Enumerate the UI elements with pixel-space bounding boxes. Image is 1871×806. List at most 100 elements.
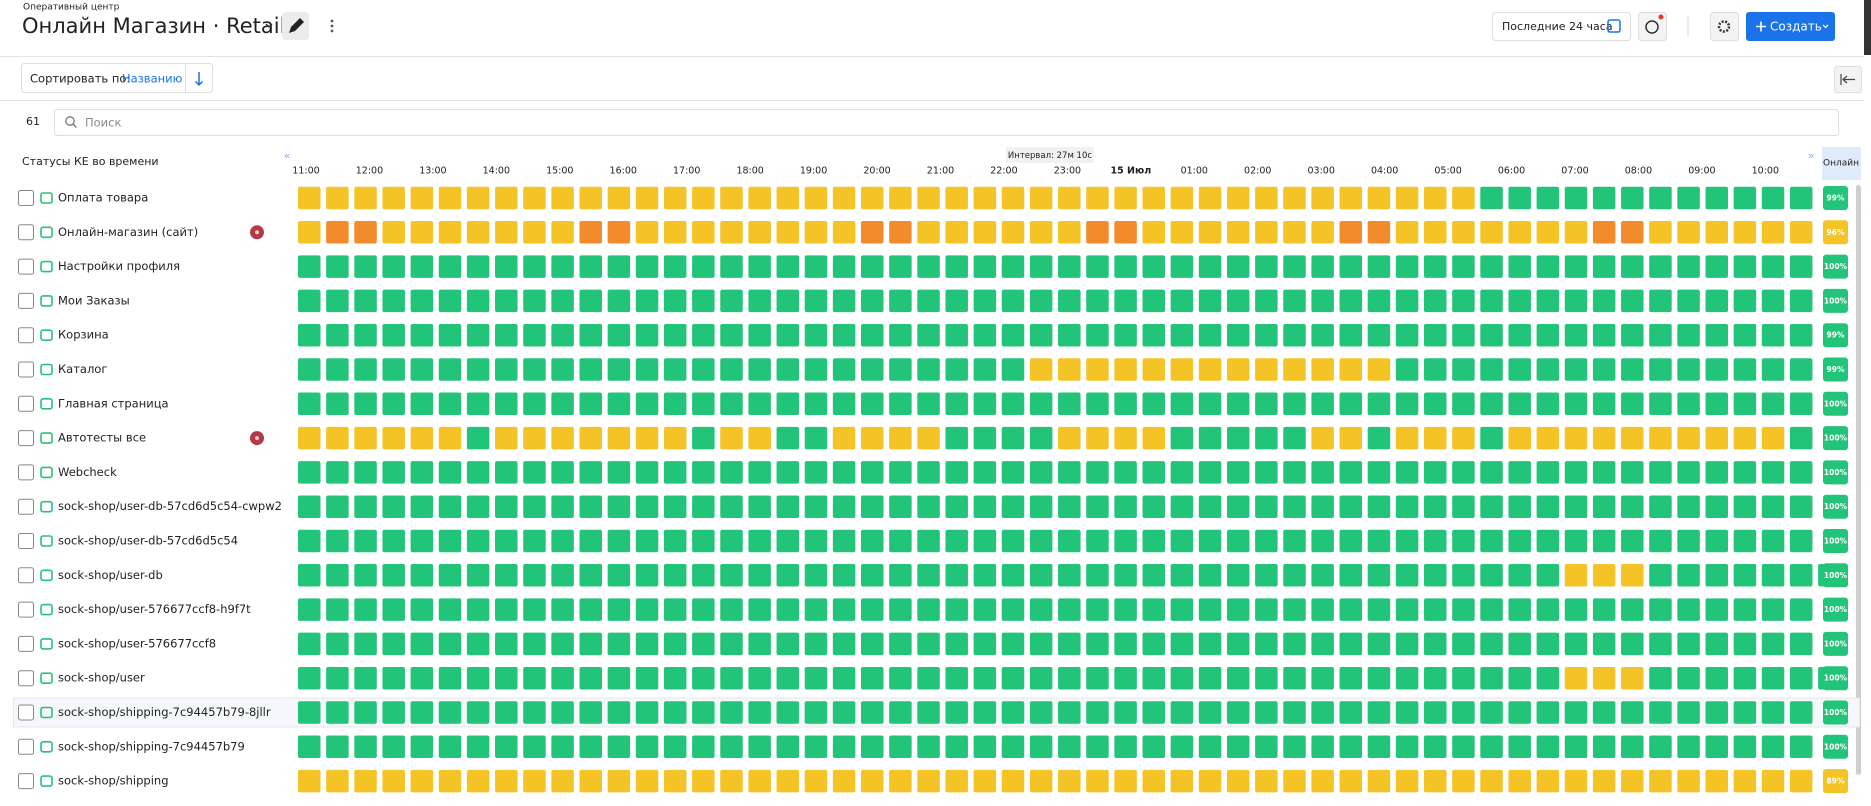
- status-cell[interactable]: [748, 666, 771, 690]
- status-cell[interactable]: [973, 735, 997, 759]
- status-cell[interactable]: [832, 598, 856, 621]
- status-cell[interactable]: [1677, 769, 1700, 793]
- status-cell[interactable]: [804, 289, 828, 313]
- status-cell[interactable]: [692, 221, 715, 244]
- status-cell[interactable]: [354, 358, 377, 381]
- status-cell[interactable]: [748, 221, 771, 244]
- status-cell[interactable]: [1226, 358, 1250, 381]
- status-cell[interactable]: [1114, 529, 1137, 553]
- status-cell[interactable]: [1480, 769, 1503, 793]
- status-cell[interactable]: [804, 495, 828, 518]
- status-cell[interactable]: [1621, 255, 1644, 278]
- status-cell[interactable]: [1395, 426, 1419, 450]
- status-cell[interactable]: [1142, 392, 1166, 416]
- status-cell[interactable]: [1761, 289, 1785, 313]
- status-cell[interactable]: [1452, 461, 1475, 484]
- status-cell[interactable]: [326, 632, 349, 656]
- status-cell[interactable]: [1086, 426, 1109, 450]
- status-cell[interactable]: [354, 495, 377, 518]
- status-cell[interactable]: [1480, 186, 1503, 210]
- status-cell[interactable]: [1283, 392, 1306, 416]
- status-cell[interactable]: [1170, 255, 1194, 278]
- status-cell[interactable]: [1564, 358, 1588, 381]
- status-cell[interactable]: [1283, 735, 1306, 759]
- status-cell[interactable]: [1677, 564, 1700, 587]
- status-cell[interactable]: [1564, 701, 1588, 724]
- status-cell[interactable]: [298, 666, 321, 690]
- status-cell[interactable]: [326, 701, 349, 724]
- status-cell[interactable]: [1226, 666, 1250, 690]
- status-cell[interactable]: [692, 564, 715, 587]
- status-cell[interactable]: [579, 186, 603, 210]
- status-cell[interactable]: [720, 564, 743, 587]
- status-cell[interactable]: [917, 701, 940, 724]
- status-cell[interactable]: [1255, 529, 1278, 553]
- status-cell[interactable]: [1480, 666, 1503, 690]
- status-cell[interactable]: [1480, 289, 1503, 313]
- status-cell[interactable]: [1705, 186, 1729, 210]
- status-cell[interactable]: [1789, 598, 1813, 621]
- status-cell[interactable]: [1424, 461, 1447, 484]
- status-cell[interactable]: [354, 632, 377, 656]
- status-cell[interactable]: [1677, 666, 1700, 690]
- row-checkbox[interactable]: [18, 533, 34, 549]
- status-cell[interactable]: [607, 598, 631, 621]
- status-cell[interactable]: [1226, 564, 1250, 587]
- status-cell[interactable]: [495, 564, 518, 587]
- status-cell[interactable]: [1395, 564, 1419, 587]
- status-cell[interactable]: [1789, 186, 1813, 210]
- status-cell[interactable]: [1705, 495, 1729, 518]
- status-cell[interactable]: [1592, 701, 1616, 724]
- status-cell[interactable]: [1761, 735, 1785, 759]
- status-cell[interactable]: [1086, 529, 1109, 553]
- status-cell[interactable]: [1058, 426, 1081, 450]
- status-cell[interactable]: [861, 701, 884, 724]
- status-cell[interactable]: [607, 392, 631, 416]
- status-cell[interactable]: [326, 289, 349, 313]
- status-cell[interactable]: [523, 323, 546, 347]
- status-cell[interactable]: [1424, 323, 1447, 347]
- status-cell[interactable]: [945, 426, 968, 450]
- page-title[interactable]: Онлайн Магазин · Retail: [22, 14, 285, 38]
- status-cell[interactable]: [832, 186, 856, 210]
- status-cell[interactable]: [1649, 769, 1672, 793]
- status-cell[interactable]: [1198, 598, 1222, 621]
- status-cell[interactable]: [1592, 632, 1616, 656]
- status-cell[interactable]: [607, 358, 631, 381]
- status-cell[interactable]: [748, 323, 771, 347]
- status-cell[interactable]: [1367, 769, 1391, 793]
- status-cell[interactable]: [945, 632, 968, 656]
- status-cell[interactable]: [635, 598, 659, 621]
- status-cell[interactable]: [635, 666, 659, 690]
- status-cell[interactable]: [1592, 598, 1616, 621]
- status-cell[interactable]: [1733, 769, 1757, 793]
- status-cell[interactable]: [1592, 735, 1616, 759]
- status-cell[interactable]: [945, 564, 968, 587]
- status-cell[interactable]: [861, 255, 884, 278]
- status-cell[interactable]: [410, 221, 434, 244]
- status-cell[interactable]: [1339, 769, 1363, 793]
- status-cell[interactable]: [1649, 529, 1672, 553]
- status-cell[interactable]: [1395, 255, 1419, 278]
- status-cell[interactable]: [523, 186, 546, 210]
- status-cell[interactable]: [382, 186, 405, 210]
- status-cell[interactable]: [1592, 426, 1616, 450]
- status-cell[interactable]: [579, 564, 603, 587]
- status-cell[interactable]: [410, 323, 434, 347]
- status-cell[interactable]: [1789, 426, 1813, 450]
- status-cell[interactable]: [1001, 735, 1025, 759]
- status-cell[interactable]: [1170, 564, 1194, 587]
- status-cell[interactable]: [551, 289, 574, 313]
- row-name[interactable]: sock-shop/user: [58, 671, 145, 685]
- status-cell[interactable]: [1001, 564, 1025, 587]
- status-cell[interactable]: [1649, 598, 1672, 621]
- status-cell[interactable]: [1142, 426, 1166, 450]
- status-cell[interactable]: [438, 632, 462, 656]
- status-cell[interactable]: [1621, 529, 1644, 553]
- status-cell[interactable]: [1114, 358, 1137, 381]
- status-cell[interactable]: [917, 255, 940, 278]
- status-cell[interactable]: [692, 632, 715, 656]
- status-cell[interactable]: [438, 769, 462, 793]
- status-cell[interactable]: [1001, 495, 1025, 518]
- status-cell[interactable]: [579, 392, 603, 416]
